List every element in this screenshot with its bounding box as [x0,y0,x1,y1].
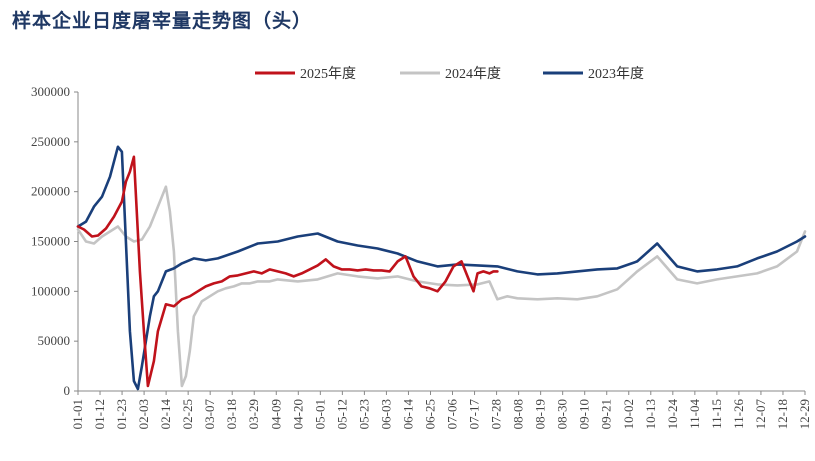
x-tick-label: 05-01 [312,399,327,429]
y-tick-label: 300000 [31,84,70,99]
series-layer [76,145,807,391]
x-tick-label: 04-20 [290,399,305,429]
x-tick-label: 06-25 [422,399,437,429]
x-tick-label: 10-24 [665,399,680,430]
x-tick-label: 06-03 [378,399,393,429]
y-tick-label: 200000 [31,184,70,199]
x-tick-label: 09-10 [577,399,592,429]
x-tick-label: 02-25 [180,399,195,429]
x-tick-label: 08-30 [555,399,570,429]
x-tick-label: 03-18 [224,399,239,429]
series-line-2023 [76,145,807,391]
x-tick-label: 05-23 [356,399,371,429]
chart-title: 样本企业日度屠宰量走势图（头） [12,10,313,32]
x-tick-label: 10-13 [643,399,658,429]
x-tick-label: 02-14 [158,399,173,430]
x-tick-label: 07-06 [445,399,460,430]
x-tick-label: 07-28 [489,399,504,429]
x-tick-label: 02-03 [136,399,151,429]
legend-label: 2024年度 [445,66,501,82]
y-tick-label: 0 [64,383,71,398]
x-tick-label: 12-18 [775,399,790,429]
x-tick-label: 09-21 [599,399,614,429]
x-tick-label: 03-29 [246,399,261,429]
legend-label: 2023年度 [588,66,644,82]
x-tick-label: 06-14 [400,399,415,430]
x-tick-label: 08-19 [533,399,548,429]
legend-label: 2025年度 [300,66,356,82]
series-line-2024 [76,185,807,388]
x-tick-label: 01-01 [70,399,85,429]
x-tick-label: 01-12 [92,399,107,429]
x-tick-label: 04-09 [268,399,283,429]
x-tick-label: 10-02 [621,399,636,429]
y-tick-label: 50000 [38,333,71,348]
x-tick-label: 05-12 [334,399,349,429]
x-tick-label: 11-26 [731,399,746,429]
x-tick-label: 01-23 [114,399,129,429]
x-tick-label: 08-08 [511,399,526,429]
legend: 2025年度 2024年度 2023年度 [255,66,644,82]
x-tick-label: 07-17 [467,399,482,430]
y-tick-label: 250000 [31,134,70,149]
series-line-2025 [76,155,499,388]
y-tick-label: 100000 [31,283,70,298]
y-tick-label: 150000 [31,234,70,249]
x-tick-label: 11-15 [709,399,724,429]
axes: 300000 250000 200000 150000 100000 50000 001-0… [31,84,812,429]
x-tick-label: 11-04 [687,399,702,429]
x-tick-label: 12-29 [797,399,812,429]
x-tick-label: 03-07 [202,399,217,430]
x-tick-label: 12-07 [753,399,768,430]
